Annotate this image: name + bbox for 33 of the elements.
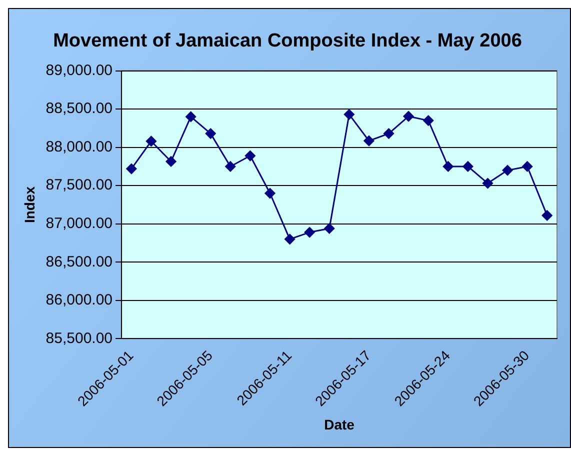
- x-axis-title: Date: [324, 416, 355, 432]
- point: [482, 178, 493, 189]
- y-tick-label: 86,000.00: [46, 292, 113, 309]
- point: [225, 161, 236, 172]
- point: [462, 161, 474, 172]
- point: [442, 161, 454, 172]
- point: [146, 136, 156, 146]
- point: [284, 234, 296, 244]
- point: [264, 188, 276, 199]
- y-tick-label: 89,000.00: [46, 62, 113, 79]
- y-tick-label: 85,500.00: [46, 330, 113, 347]
- point: [542, 210, 552, 221]
- point: [186, 111, 196, 122]
- point: [522, 161, 533, 172]
- point: [324, 223, 335, 234]
- point: [304, 227, 315, 238]
- y-tick-label: 88,500.00: [46, 100, 113, 118]
- y-tick-label: 86,500.00: [46, 253, 113, 270]
- point: [344, 109, 354, 120]
- point: [126, 164, 137, 174]
- y-axis-title: Index: [21, 186, 38, 224]
- point: [166, 156, 176, 167]
- point: [502, 165, 513, 176]
- point: [403, 111, 414, 122]
- point: [205, 128, 216, 139]
- point: [244, 150, 256, 162]
- y-tick-label: 87,500.00: [46, 176, 113, 194]
- y-tick-label: 88,000.00: [46, 138, 113, 156]
- point: [384, 128, 394, 139]
- chart-title: Movement of Jamaican Composite Index - May 2006: [53, 30, 522, 52]
- point: [364, 136, 374, 146]
- point: [423, 115, 434, 126]
- y-tick-label: 87,000.00: [46, 215, 113, 232]
